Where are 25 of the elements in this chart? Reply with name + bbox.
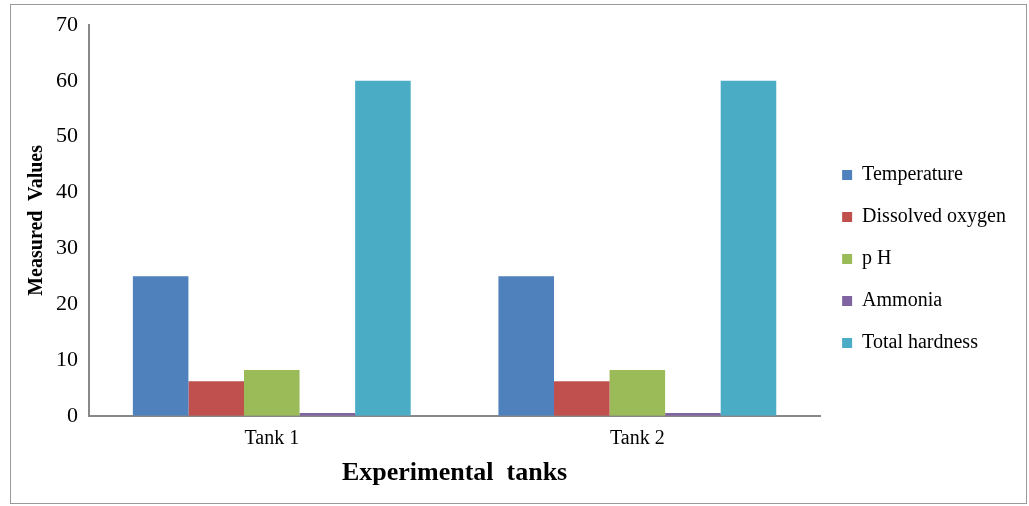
legend-label: Temperature [862,162,964,186]
y-tick-label: 10 [56,345,78,371]
legend-label: p H [862,246,892,270]
y-tick-label: 0 [67,401,78,427]
bar [609,370,666,416]
bar [720,80,777,416]
y-tick-label: 40 [56,178,78,204]
bar [498,276,554,416]
y-tick-label: 30 [56,234,78,260]
bar [188,381,244,416]
bar [132,276,189,416]
y-tick-label: 60 [56,66,78,92]
bar [355,80,411,416]
y-tick-label: 20 [56,289,78,315]
y-tick-label: 50 [56,122,78,148]
x-axis-title: Experimental tanks [341,457,568,487]
y-axis-title: Measured Values [24,144,47,296]
bar [553,381,610,416]
legend-label: Dissolved oxygen [862,204,1007,228]
y-tick-label: 70 [56,10,78,36]
legend-label: Total hardness [862,330,979,353]
x-tick-label: Tank 2 [609,426,665,449]
bar [244,370,300,416]
x-tick-label: Tank 1 [244,426,300,449]
legend-label: Ammonia [862,288,943,311]
